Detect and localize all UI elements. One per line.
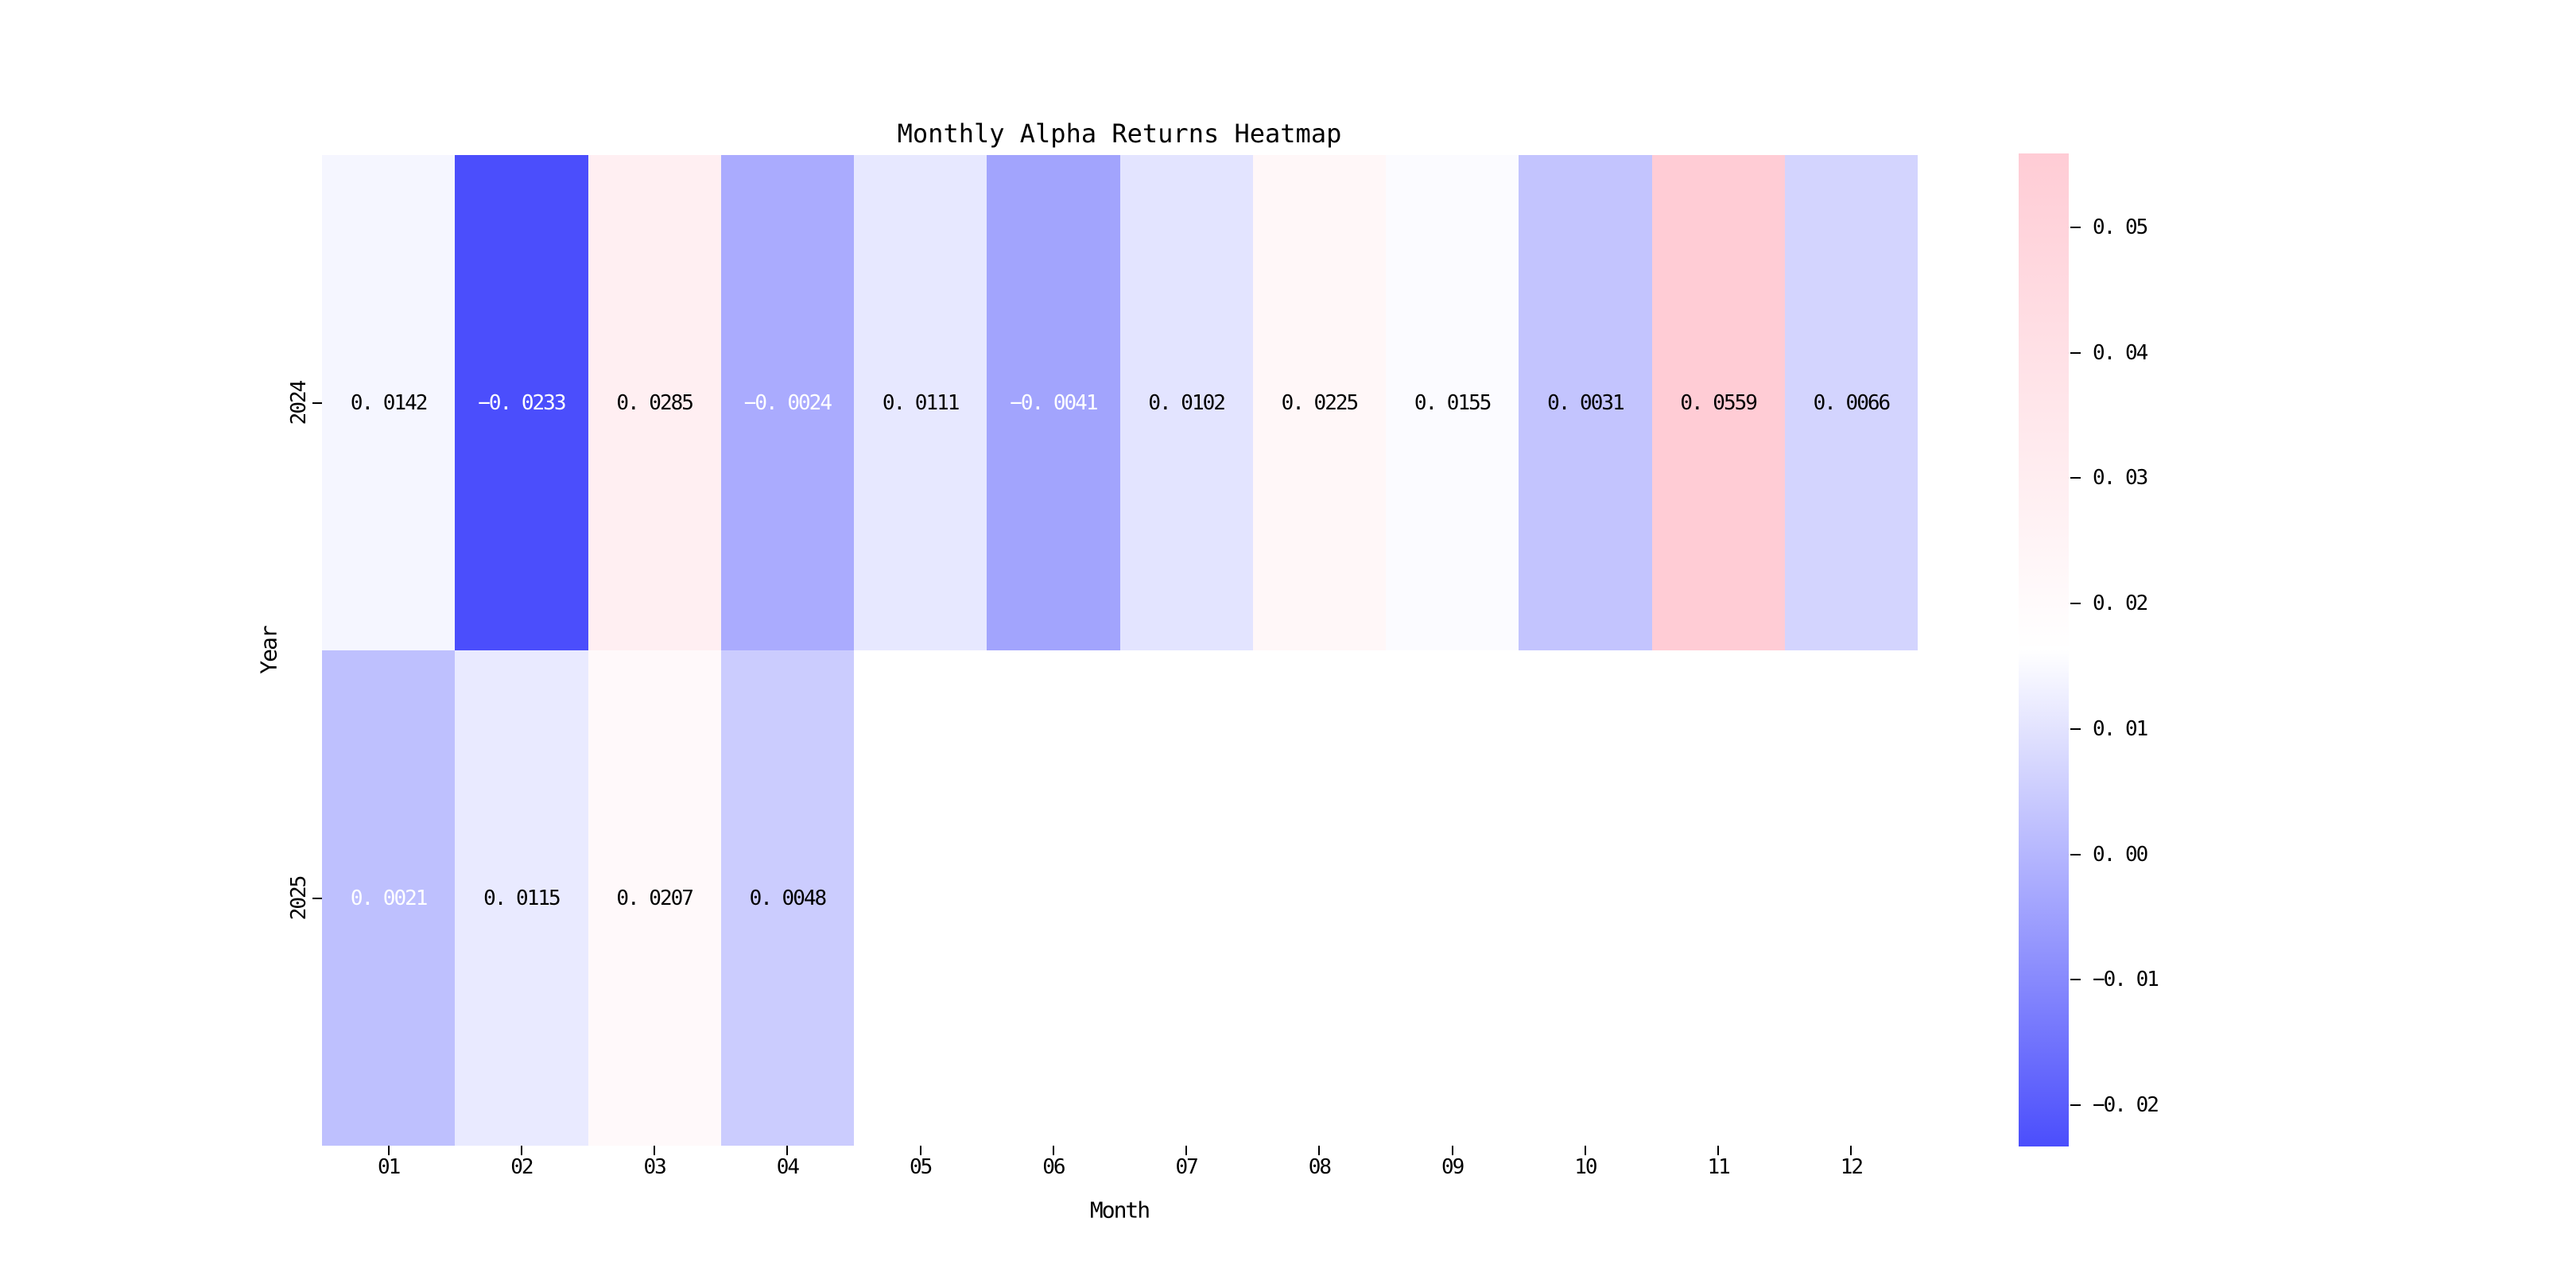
heatmap-cell-2024-04: −0. 0024 xyxy=(720,155,854,650)
heatmap-cell-2024-02: −0. 0233 xyxy=(455,155,588,650)
colorbar-tick-mark xyxy=(2070,727,2081,730)
heatmap-cell-2024-06: −0. 0041 xyxy=(987,155,1120,650)
cell-value: 0. 0225 xyxy=(1281,390,1360,415)
y-tick-label: 2024 xyxy=(287,381,311,425)
cell-value: −0. 0233 xyxy=(478,390,566,415)
y-tick-mark xyxy=(312,402,322,404)
heatmap-cell-2024-08: 0. 0225 xyxy=(1252,155,1386,650)
chart-title: Monthly Alpha Returns Heatmap xyxy=(897,118,1342,149)
x-tick-mark xyxy=(520,1146,522,1155)
heatmap-cell-2025-10 xyxy=(1519,650,1652,1146)
cell-value: 0. 0207 xyxy=(616,886,694,910)
heatmap-cell-2025-04: 0. 0048 xyxy=(720,650,854,1146)
heatmap-cell-2025-08 xyxy=(1252,650,1386,1146)
heatmap-cell-2024-05: 0. 0111 xyxy=(854,155,987,650)
x-tick-mark xyxy=(1185,1146,1188,1155)
x-tick-label: 07 xyxy=(1175,1155,1198,1179)
x-tick-mark xyxy=(654,1146,656,1155)
colorbar-tick-mark xyxy=(2070,853,2081,855)
cell-value: 0. 0048 xyxy=(749,886,828,910)
heatmap-grid: 0. 0142 −0. 0233 0. 0285 −0. 0024 0. 0111 −0.… xyxy=(322,155,1918,1146)
y-tick-mark xyxy=(312,897,322,899)
cell-value: 0. 0021 xyxy=(350,886,429,910)
x-tick-label: 03 xyxy=(643,1155,666,1179)
heatmap-cell-2024-10: 0. 0031 xyxy=(1519,155,1652,650)
x-tick-mark xyxy=(919,1146,921,1155)
y-axis-label: Year xyxy=(255,627,282,674)
cell-value: 0. 0066 xyxy=(1813,390,1891,415)
heatmap-cell-2024-09: 0. 0155 xyxy=(1386,155,1519,650)
colorbar-tick-mark xyxy=(2070,477,2081,479)
heatmap-cell-2024-11: 0. 0559 xyxy=(1651,155,1785,650)
colorbar-tick-label: −0. 01 xyxy=(2093,968,2159,992)
x-tick-label: 06 xyxy=(1042,1155,1065,1179)
heatmap-cell-2024-12: 0. 0066 xyxy=(1784,155,1918,650)
cell-value: 0. 0142 xyxy=(350,390,429,415)
colorbar-gradient xyxy=(2019,153,2069,1146)
x-axis-label: Month xyxy=(1089,1197,1150,1224)
x-tick-mark xyxy=(1451,1146,1453,1155)
cell-value: 0. 0031 xyxy=(1547,390,1625,415)
cell-value: 0. 0111 xyxy=(882,390,960,415)
x-tick-label: 02 xyxy=(510,1155,533,1179)
colorbar-tick-label: 0. 02 xyxy=(2093,592,2148,616)
heatmap-cell-2024-01: 0. 0142 xyxy=(322,155,456,650)
x-tick-label: 09 xyxy=(1441,1155,1465,1179)
x-tick-label: 12 xyxy=(1840,1155,1864,1179)
heatmap-cell-2025-12 xyxy=(1784,650,1918,1146)
heatmap-cell-2025-11 xyxy=(1651,650,1785,1146)
heatmap-cell-2025-09 xyxy=(1386,650,1519,1146)
cell-value: −0. 0041 xyxy=(1010,390,1098,415)
colorbar-tick-mark xyxy=(2070,603,2081,605)
colorbar-tick-label: 0. 00 xyxy=(2093,842,2148,867)
colorbar-tick-mark xyxy=(2070,1104,2081,1106)
heatmap-cell-2025-01: 0. 0021 xyxy=(322,650,456,1146)
heatmap-cell-2025-03: 0. 0207 xyxy=(588,650,721,1146)
x-tick-label: 08 xyxy=(1308,1155,1332,1179)
colorbar-tick-mark xyxy=(2070,227,2081,229)
cell-value: 0. 0102 xyxy=(1148,390,1226,415)
colorbar-tick-label: −0. 02 xyxy=(2093,1092,2159,1117)
cell-value: 0. 0155 xyxy=(1414,390,1492,415)
heatmap-cell-2024-07: 0. 0102 xyxy=(1119,155,1253,650)
x-tick-mark xyxy=(1052,1146,1054,1155)
cell-value: −0. 0024 xyxy=(743,390,832,415)
heatmap-cell-2024-03: 0. 0285 xyxy=(588,155,721,650)
x-tick-label: 01 xyxy=(377,1155,401,1179)
heatmap-cell-2025-07 xyxy=(1119,650,1253,1146)
x-tick-mark xyxy=(1318,1146,1321,1155)
y-tick-label: 2025 xyxy=(287,876,311,920)
x-tick-mark xyxy=(387,1146,390,1155)
x-tick-label: 10 xyxy=(1574,1155,1597,1179)
x-tick-label: 05 xyxy=(909,1155,933,1179)
x-tick-mark xyxy=(1850,1146,1852,1155)
cell-value: 0. 0285 xyxy=(616,390,694,415)
colorbar-tick-label: 0. 04 xyxy=(2093,340,2148,365)
heatmap-cell-2025-02: 0. 0115 xyxy=(455,650,588,1146)
colorbar-tick-mark xyxy=(2070,979,2081,981)
colorbar-tick-mark xyxy=(2070,351,2081,354)
colorbar-tick-label: 0. 03 xyxy=(2093,466,2148,491)
x-tick-label: 04 xyxy=(776,1155,800,1179)
x-tick-mark xyxy=(1584,1146,1586,1155)
colorbar-tick-label: 0. 05 xyxy=(2093,215,2148,240)
x-tick-mark xyxy=(1717,1146,1720,1155)
heatmap-cell-2025-06 xyxy=(987,650,1120,1146)
cell-value: 0. 0115 xyxy=(483,886,561,910)
heatmap-cell-2025-05 xyxy=(854,650,987,1146)
colorbar-tick-label: 0. 01 xyxy=(2093,716,2148,741)
x-tick-label: 11 xyxy=(1707,1155,1730,1179)
cell-value: 0. 0559 xyxy=(1680,390,1758,415)
x-tick-mark xyxy=(786,1146,789,1155)
